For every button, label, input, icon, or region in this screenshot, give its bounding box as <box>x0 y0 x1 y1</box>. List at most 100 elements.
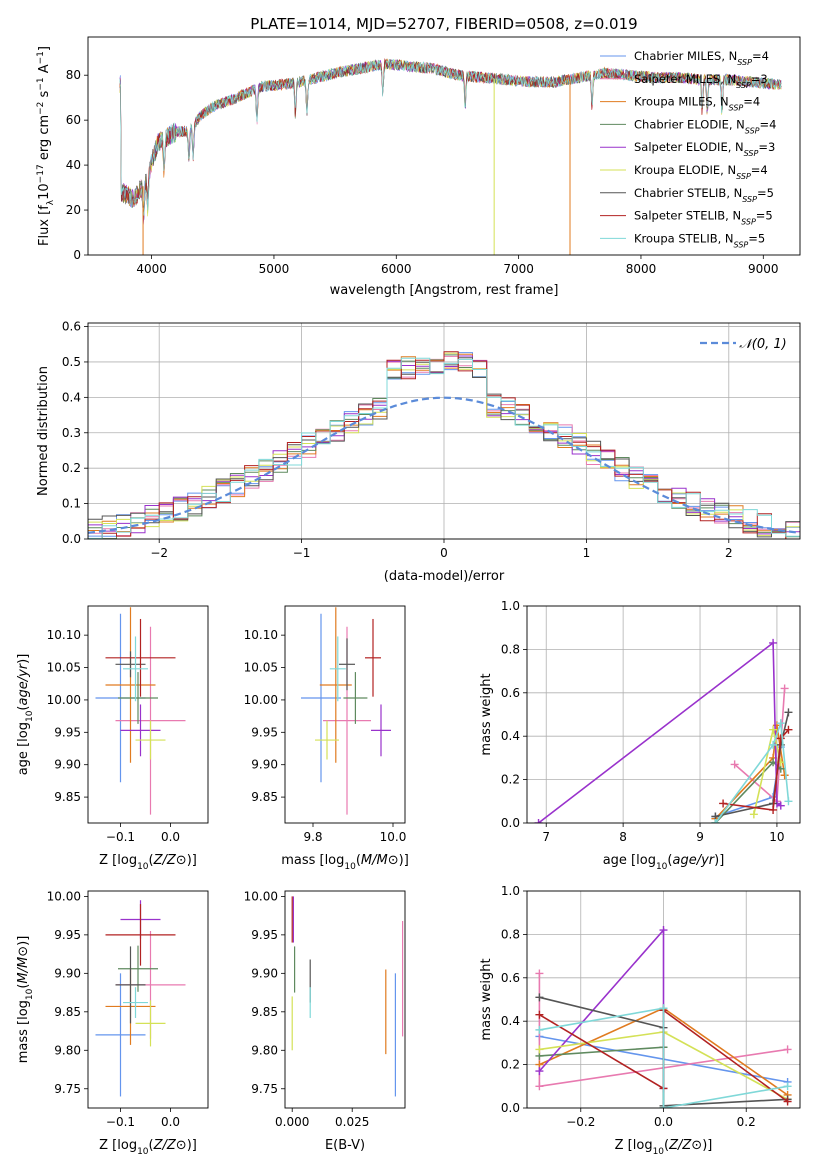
x-tick-label: −2 <box>150 546 168 560</box>
y-tick-label: 0.6 <box>62 320 81 334</box>
weight-marker <box>776 734 785 743</box>
label-part: ] <box>37 46 52 51</box>
label-part: M/M⊙ <box>16 946 31 984</box>
y-tick-label: 0.4 <box>501 1014 520 1028</box>
x-axis-label: E(B-V) <box>325 1138 365 1153</box>
label-part: mass [log <box>16 1000 31 1063</box>
y-axis-label: mass weight <box>479 673 494 755</box>
weight-marker <box>535 993 544 1002</box>
label-part: SSP <box>736 80 751 89</box>
label-part: =4 <box>760 117 777 131</box>
label-part: 10 <box>25 710 35 722</box>
y-tick-label: 0.5 <box>62 355 81 369</box>
y-tick-label: 0.6 <box>501 686 520 700</box>
label-part: Z [log <box>99 853 137 868</box>
x-tick-label: −0.1 <box>106 1115 135 1129</box>
weight-marker <box>783 1045 792 1054</box>
x-tick-label: 9000 <box>748 262 779 276</box>
weight-marker <box>769 740 778 749</box>
label-part: SSP <box>742 194 757 203</box>
plot-area <box>95 607 186 815</box>
label-part: Chabrier MILES, N <box>634 49 737 63</box>
label-part: s <box>37 90 52 101</box>
label-part: ( <box>16 706 31 711</box>
y-tick-label: 20 <box>66 203 81 217</box>
axes-frame <box>87 605 209 824</box>
axes-frame <box>284 605 406 824</box>
y-tick-label: 10.05 <box>47 661 81 675</box>
label-part: ( <box>149 1138 154 1153</box>
label-part: Salpeter STELIB, N <box>634 209 741 223</box>
spectrum-panel: 4000 5000 6000 7000 8000 9000 0 20 40 60 80 wavelen… <box>36 36 801 298</box>
label-part: M/M⊙ <box>361 853 399 868</box>
label-part: Z [log <box>99 1138 137 1153</box>
label-part: ( <box>664 1138 669 1153</box>
y-tick-label: 9.75 <box>54 1082 81 1096</box>
label-part: )] <box>399 853 409 868</box>
axes-frame <box>87 36 801 256</box>
y-tick-label: 9.95 <box>54 928 81 942</box>
label-part: λ <box>46 199 56 205</box>
x-axis-label: Z [log10(Z/Z⊙)] <box>615 1138 713 1157</box>
label-part: 10 <box>656 862 668 872</box>
y-tick-label: 0.2 <box>501 1058 520 1072</box>
spectrum-line <box>119 58 782 216</box>
label-part: Z/Z⊙ <box>153 1138 187 1153</box>
y-tick-label: 9.90 <box>54 758 81 772</box>
x-tick-label: 9 <box>696 830 704 844</box>
label-part: Z/Z⊙ <box>668 1138 702 1153</box>
x-tick-label: 8 <box>619 830 627 844</box>
label-part: −1 <box>36 51 46 64</box>
x-tick-label: 8000 <box>626 262 657 276</box>
weight-marker <box>719 799 728 808</box>
plot-area <box>291 896 404 1097</box>
histogram-step <box>88 357 800 539</box>
label-part: −2 <box>36 102 46 115</box>
axes-frame <box>526 890 801 1109</box>
weight-marker <box>535 1082 544 1091</box>
label-part: )] <box>16 654 31 664</box>
label-part: SSP <box>745 126 760 135</box>
label-part: Salpeter MILES, N <box>634 72 736 86</box>
y-axis-label: mass weight <box>479 958 494 1040</box>
weight-line <box>722 729 790 811</box>
label-part: age/yr <box>16 662 31 705</box>
y-tick-label: 0.8 <box>501 927 520 941</box>
y-tick-label: 9.95 <box>251 725 278 739</box>
age-vs-mass-panel: 9.8 10.0 9.85 9.90 9.95 10.00 10.05 10.10 mass [… <box>244 605 409 872</box>
label-part: 10 <box>37 183 52 200</box>
label-part: −1 <box>36 77 46 90</box>
weight-marker <box>659 1004 668 1013</box>
weight-marker <box>783 1097 792 1106</box>
y-axis-label: age [log10(age/yr)] <box>16 654 35 776</box>
label-part: Z/Z⊙ <box>153 853 187 868</box>
x-axis-label: (data-model)/error <box>384 569 505 584</box>
y-tick-label: 0 <box>73 248 81 262</box>
weight-line <box>539 1007 788 1108</box>
weight-marker <box>535 1025 544 1034</box>
y-tick-label: 10.00 <box>244 889 278 903</box>
x-tick-label: 0.0 <box>161 1115 180 1129</box>
y-tick-label: 10.10 <box>244 628 278 642</box>
plot-area <box>534 638 793 823</box>
y-tick-label: 9.75 <box>251 1082 278 1096</box>
axes-frame <box>87 890 209 1109</box>
weight-line <box>714 722 790 823</box>
weight-marker <box>534 819 543 823</box>
x-axis-label: age [log10(age/yr)] <box>603 853 725 872</box>
age-vs-z-panel: −0.1 0.0 9.85 9.90 9.95 10.00 10.05 10.10 Z [log… <box>16 605 209 872</box>
y-tick-label: 1.0 <box>501 884 520 898</box>
y-tick-label: 0.3 <box>62 426 81 440</box>
label-part: Chabrier STELIB, N <box>634 186 742 200</box>
label-part: )] <box>187 853 197 868</box>
y-tick-label: 9.95 <box>54 725 81 739</box>
label-part: −17 <box>36 164 46 183</box>
plot-area <box>88 351 800 539</box>
plot-area <box>119 58 782 255</box>
label-part: )] <box>714 853 724 868</box>
label-part: )] <box>702 1138 712 1153</box>
label-part: SSP <box>729 103 744 112</box>
legend-label: Kroupa STELIB, NSSP=5 <box>634 231 765 249</box>
